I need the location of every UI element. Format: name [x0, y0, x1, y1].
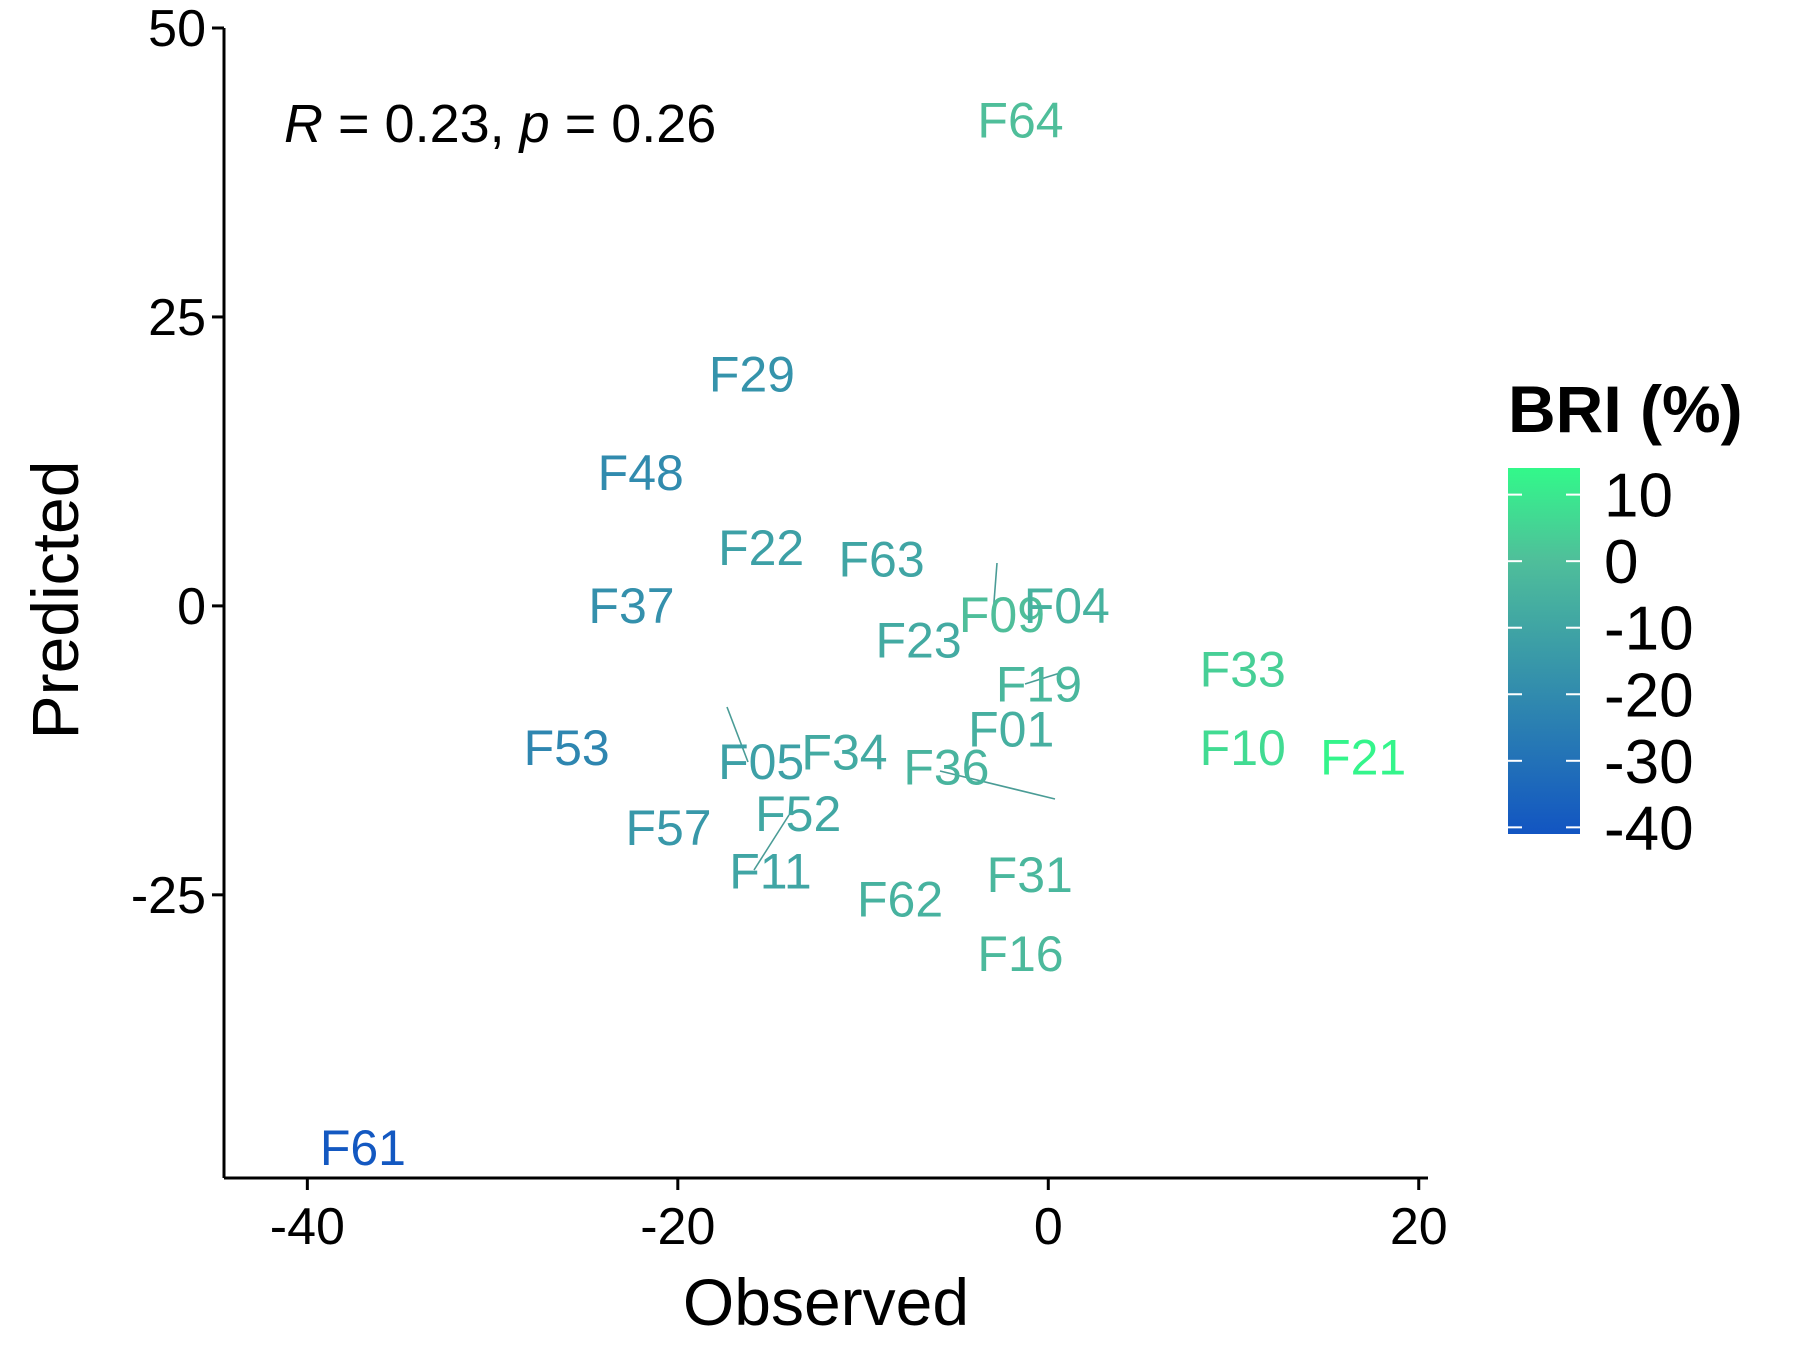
- point-label-f21: F21: [1320, 729, 1406, 785]
- x-tick-label: 0: [1034, 1198, 1063, 1256]
- point-label-f05: F05: [718, 734, 804, 790]
- color-legend: BRI (%) 100-10-20-30-40: [1508, 372, 1743, 863]
- point-label-f01: F01: [968, 702, 1054, 758]
- point-label-f63: F63: [838, 532, 924, 588]
- point-label-f61: F61: [320, 1120, 406, 1176]
- point-label-f09: F09: [959, 587, 1045, 643]
- point-label-f31: F31: [987, 847, 1073, 903]
- point-label-f10: F10: [1200, 720, 1286, 776]
- point-label-f57: F57: [625, 800, 711, 856]
- point-label-f16: F16: [977, 926, 1063, 982]
- x-tick-label: 20: [1390, 1198, 1448, 1256]
- y-tick-label: 50: [148, 0, 206, 58]
- label-connector-line: [753, 814, 790, 871]
- x-tick-label: -20: [640, 1198, 715, 1256]
- label-connectors: [726, 562, 1061, 871]
- point-label-f36: F36: [903, 740, 989, 796]
- x-axis-title: Observed: [683, 1265, 969, 1339]
- y-tick-label: -25: [131, 867, 206, 925]
- label-connector-line: [939, 770, 1056, 800]
- y-tick-label: 0: [177, 578, 206, 636]
- label-connector-line: [1024, 672, 1061, 685]
- point-label-f37: F37: [588, 578, 674, 634]
- point-label-f11: F11: [729, 844, 811, 900]
- legend-tick-label: -20: [1604, 661, 1694, 730]
- label-connector-line: [726, 706, 749, 763]
- p-value: = 0.26: [550, 94, 717, 154]
- point-label-f23: F23: [876, 613, 962, 669]
- legend-tick-label: -10: [1604, 595, 1694, 664]
- legend-title: BRI (%): [1508, 372, 1743, 446]
- point-label-f29: F29: [709, 347, 795, 403]
- point-label-f52: F52: [755, 786, 841, 842]
- legend-tick-label: -40: [1604, 794, 1694, 863]
- y-tick-label: 25: [148, 289, 206, 347]
- legend-tick-label: 0: [1604, 528, 1638, 597]
- legend-tick-label: 10: [1604, 462, 1673, 531]
- x-tick-label: -40: [270, 1198, 345, 1256]
- legend-ticks: 100-10-20-30-40: [1508, 462, 1694, 863]
- point-label-f33: F33: [1200, 641, 1286, 697]
- point-label-f62: F62: [857, 871, 943, 927]
- x-ticks: -40 -20 0 20: [270, 1178, 1448, 1256]
- point-label-f04: F04: [1024, 578, 1110, 634]
- r-symbol: R: [284, 94, 323, 154]
- point-label-f53: F53: [524, 720, 610, 776]
- y-axis-title: Predicted: [18, 461, 92, 740]
- label-connector-line: [992, 562, 998, 616]
- point-label-f48: F48: [598, 445, 684, 501]
- p-symbol: p: [518, 94, 550, 154]
- point-label-f64: F64: [977, 92, 1063, 148]
- point-label-f19: F19: [996, 656, 1082, 712]
- correlation-annotation: R = 0.23, p = 0.26: [284, 94, 716, 154]
- y-ticks: -25 0 25 50: [131, 0, 224, 925]
- r-value: = 0.23,: [323, 94, 520, 154]
- legend-colorbar: [1508, 468, 1580, 834]
- point-label-f22: F22: [718, 520, 804, 576]
- point-label-f34: F34: [801, 725, 887, 781]
- legend-tick-label: -30: [1604, 728, 1694, 797]
- axes: -25 0 25 50 -40 -20 0 20: [131, 0, 1448, 1256]
